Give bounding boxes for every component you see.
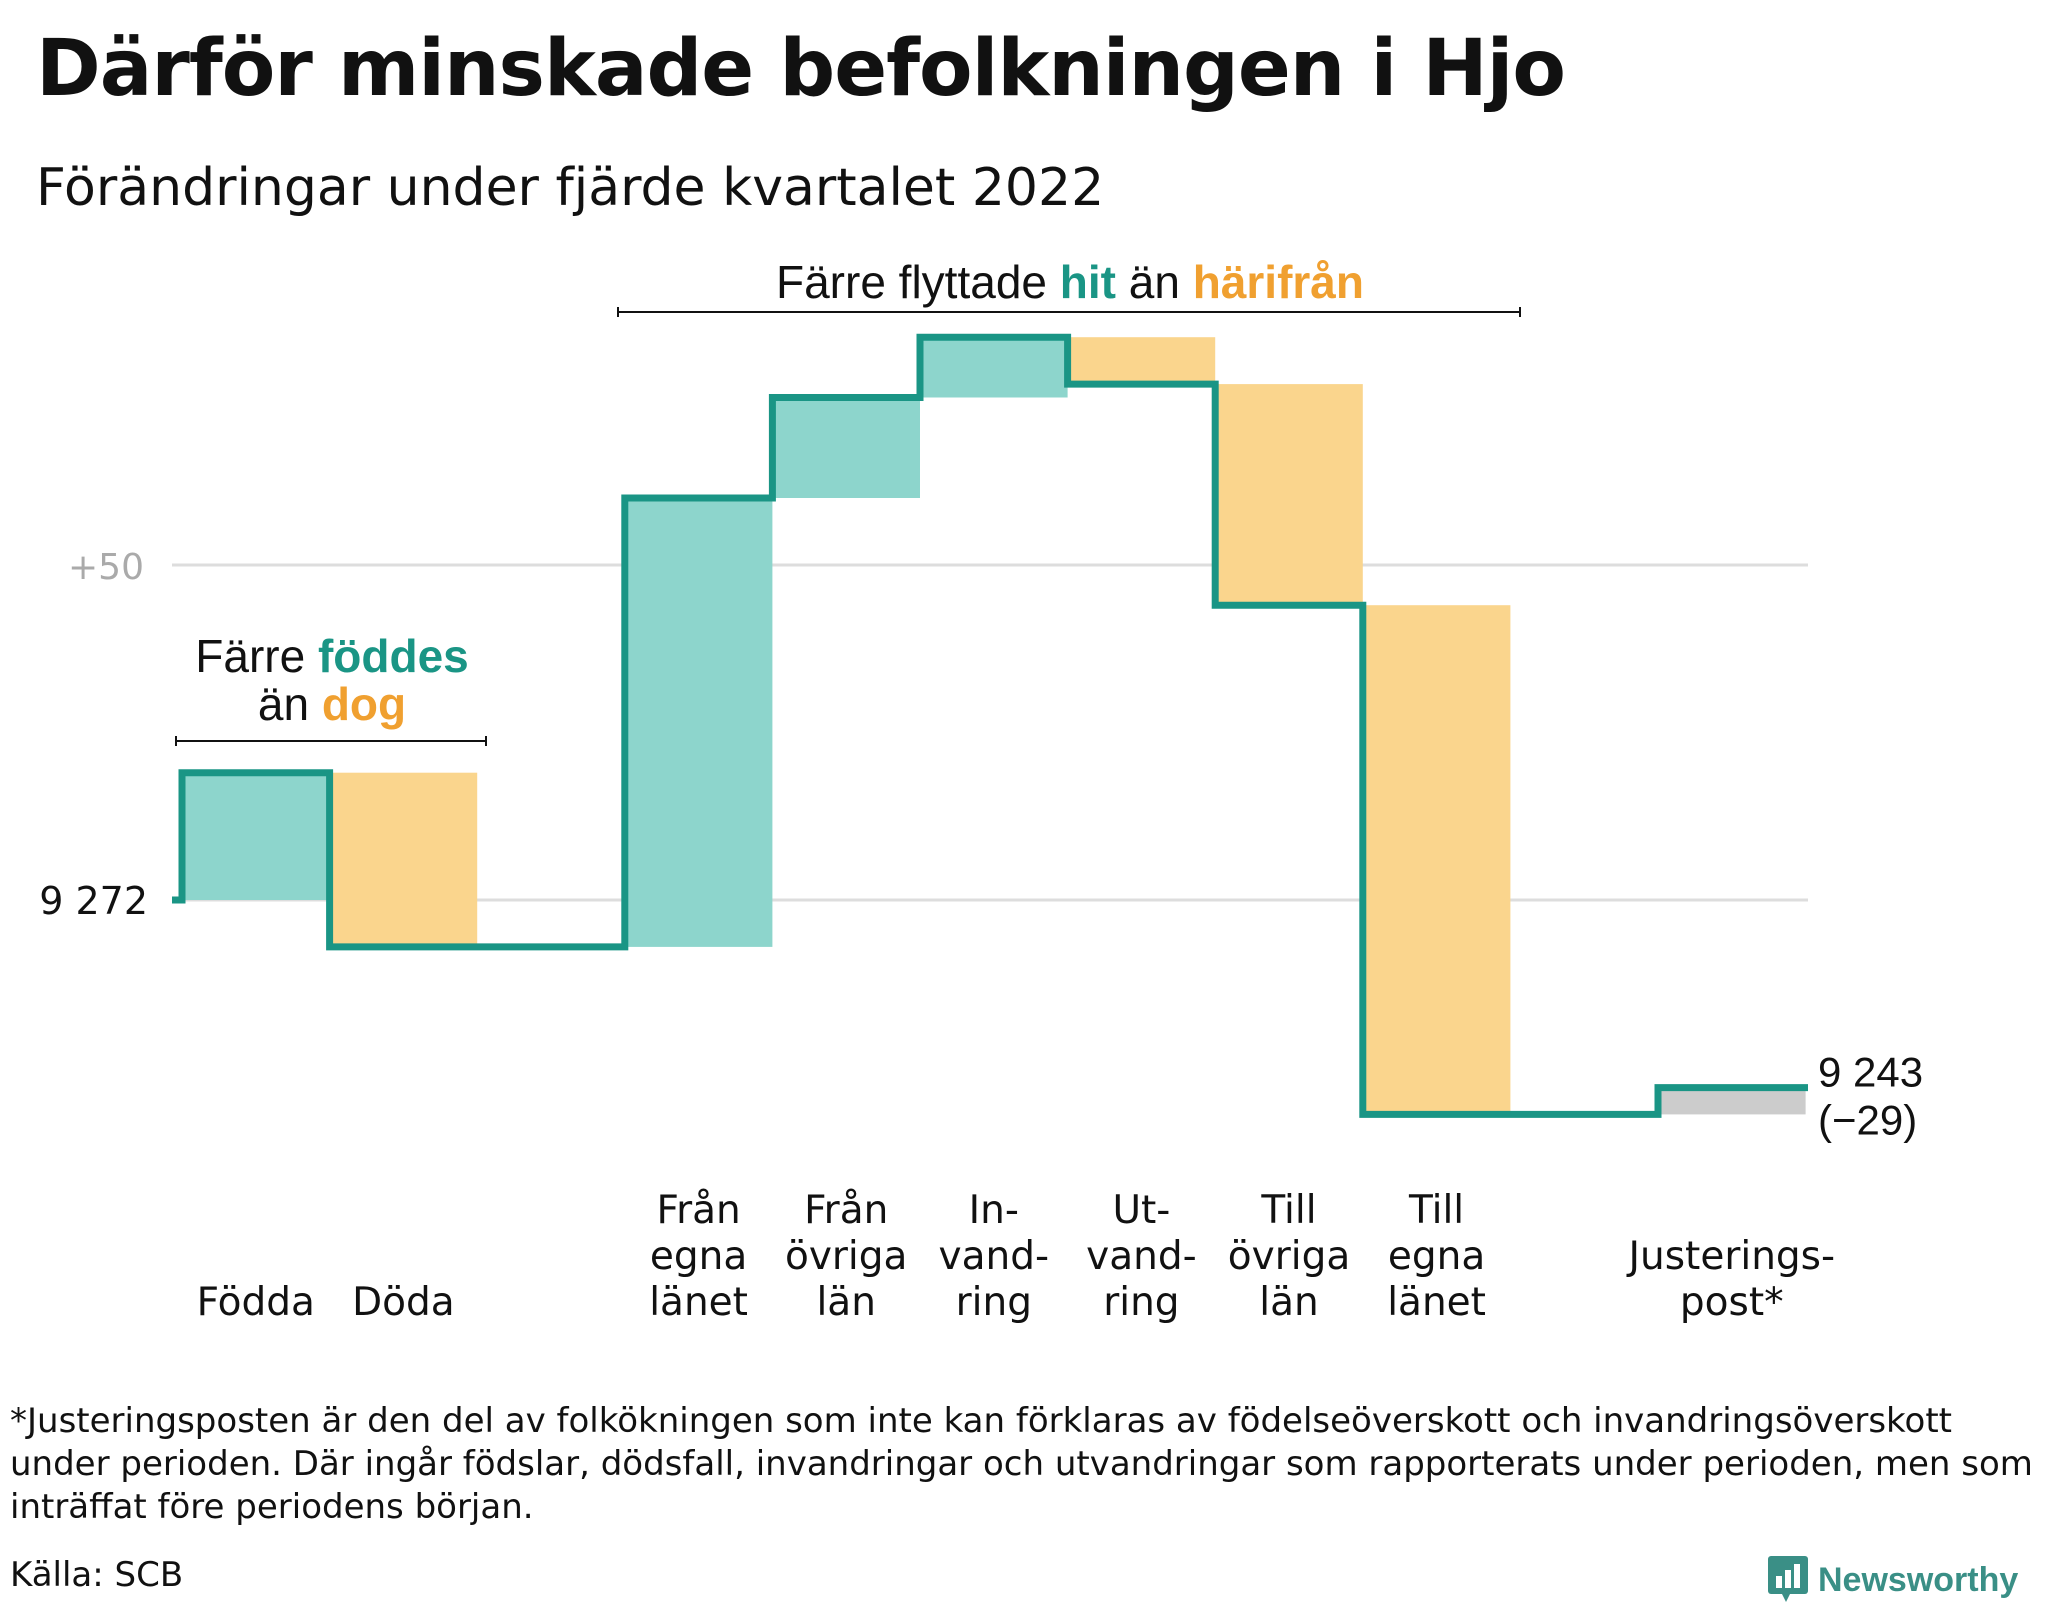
category-label: län: [816, 1280, 875, 1325]
category-label: In-: [969, 1188, 1019, 1233]
category-label: Justerings-: [1626, 1234, 1836, 1279]
annotation-migration: Färre flyttade hit än härifrån: [776, 256, 1364, 308]
chart-title: Därför minskade befolkningen i Hjo: [36, 24, 1566, 114]
bar-adjustment: [1658, 1087, 1806, 1115]
brand-logo[interactable]: Newsworthy: [1768, 1552, 2018, 1608]
category-label: Till: [1408, 1188, 1464, 1233]
category-label: Döda: [352, 1280, 455, 1325]
gridline-label: +50: [68, 547, 144, 588]
category-label: Ut-: [1112, 1188, 1170, 1233]
category-label: egna: [1388, 1234, 1485, 1279]
bar-outflow: [1362, 605, 1511, 1115]
end-value-label: 9 243: [1818, 1048, 1923, 1095]
category-label: vand-: [939, 1234, 1050, 1279]
category-label: övriga: [1228, 1234, 1350, 1279]
start-value-label: 9 272: [39, 879, 148, 923]
annotation-births: Färre föddes: [195, 630, 468, 682]
annotation-migration-outflow: härifrån: [1193, 256, 1364, 308]
newsworthy-logo-icon: [1768, 1556, 1808, 1602]
category-label: Födda: [197, 1280, 315, 1325]
bar-inflow: [772, 397, 920, 498]
footnote: *Justeringsposten är den del av folkökni…: [10, 1401, 2033, 1527]
bar-inflow: [920, 337, 1068, 398]
change-label: (−29): [1818, 1096, 1917, 1143]
source-label: Källa: SCB: [10, 1555, 184, 1595]
bar-outflow: [329, 772, 478, 947]
annotation-births-inflow: föddes: [318, 630, 469, 682]
annotation-births: än dog: [258, 678, 406, 730]
bar-inflow: [182, 772, 330, 900]
bar-inflow: [624, 498, 773, 947]
annotation-migration-plain: än: [1116, 256, 1193, 308]
brand-name: Newsworthy: [1818, 1560, 2019, 1599]
category-label: länet: [1387, 1280, 1486, 1325]
category-label: län: [1259, 1280, 1318, 1325]
category-label: Från: [804, 1188, 888, 1233]
category-label: egna: [650, 1234, 747, 1279]
category-label: post*: [1680, 1280, 1784, 1325]
category-label: Till: [1260, 1188, 1316, 1233]
annotation-migration-plain: Färre flyttade: [776, 256, 1060, 308]
chart-subtitle: Förändringar under fjärde kvartalet 2022: [36, 158, 1105, 218]
annotation-migration-inflow: hit: [1060, 256, 1116, 308]
category-label: Från: [656, 1188, 740, 1233]
bar-outflow: [1067, 337, 1216, 385]
category-label: vand-: [1086, 1234, 1197, 1279]
annotation-births-plain: Färre: [195, 630, 318, 682]
bar-outflow: [1215, 384, 1363, 606]
category-label: ring: [1103, 1280, 1179, 1325]
category-label: länet: [649, 1280, 748, 1325]
category-label: ring: [956, 1280, 1032, 1325]
annotation-births-plain: än: [258, 678, 322, 730]
running-total-line: [172, 333, 1808, 1118]
annotation-births-outflow: dog: [322, 678, 406, 730]
category-label: övriga: [785, 1234, 907, 1279]
